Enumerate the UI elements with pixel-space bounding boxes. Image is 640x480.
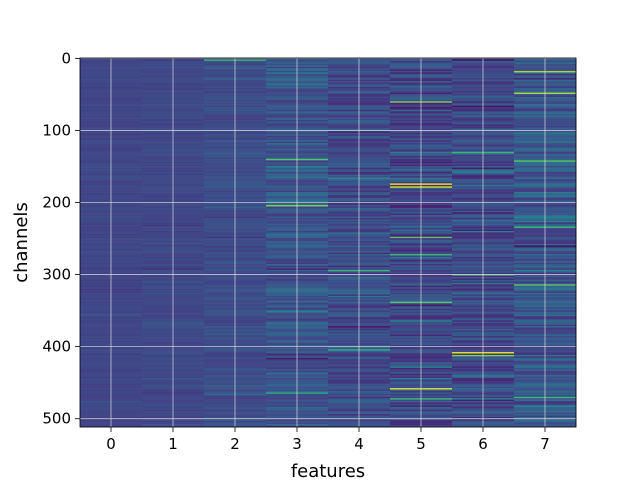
x-tick-label: 4 bbox=[354, 435, 364, 453]
x-tick-label: 0 bbox=[106, 435, 116, 453]
y-axis-ticks: 0 100 200 300 400 500 bbox=[42, 49, 80, 428]
grid-lines bbox=[80, 57, 576, 427]
x-tick-label: 6 bbox=[478, 435, 488, 453]
x-tick-label: 3 bbox=[292, 435, 302, 453]
x-axis-ticks: 0 1 2 3 4 5 6 7 bbox=[106, 427, 550, 453]
x-tick-label: 2 bbox=[230, 435, 240, 453]
y-tick-label: 500 bbox=[42, 410, 71, 428]
heatmap-cells bbox=[80, 58, 577, 428]
y-tick-label: 0 bbox=[61, 49, 71, 67]
plot-frame bbox=[79, 57, 577, 428]
x-tick-label: 1 bbox=[168, 435, 178, 453]
y-tick-label: 400 bbox=[42, 338, 71, 356]
y-tick-label: 200 bbox=[42, 194, 71, 212]
x-tick-label: 5 bbox=[416, 435, 426, 453]
y-tick-label: 300 bbox=[42, 266, 71, 284]
x-axis-label: features bbox=[291, 461, 365, 480]
y-axis-label: channels bbox=[11, 202, 32, 283]
y-tick-label: 100 bbox=[42, 121, 71, 139]
x-tick-label: 7 bbox=[540, 435, 550, 453]
